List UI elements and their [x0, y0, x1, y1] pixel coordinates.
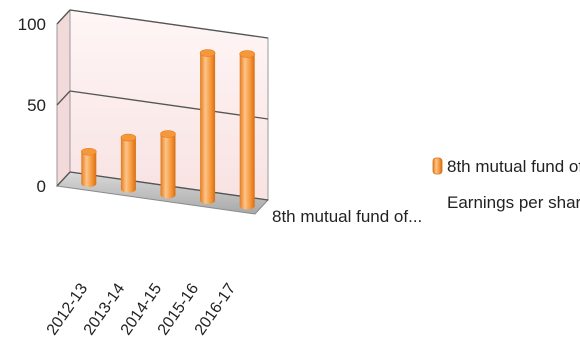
- y-axis-ticks: 0 50 100: [18, 15, 46, 196]
- legend-label-line1: 8th mutual fund of: [447, 157, 580, 176]
- gridline: [69, 9, 269, 39]
- bar-2012-13: [81, 147, 97, 188]
- gridline-side: [56, 9, 71, 25]
- bar-2016-17: [239, 50, 255, 210]
- depth-axis-label: 8th mutual fund of...: [272, 207, 422, 226]
- cylinder-cap: [160, 130, 176, 138]
- gridline: [69, 90, 269, 120]
- legend: 8th mutual fund of Earnings per share: [432, 157, 580, 212]
- y-tick-label: 0: [37, 177, 46, 196]
- cylinder-cap: [81, 147, 97, 156]
- legend-swatch: [432, 157, 443, 175]
- bar-2014-15: [160, 130, 176, 199]
- cylinder-cap: [199, 49, 216, 57]
- cylinder-cap: [239, 50, 255, 58]
- cylinder-body: [239, 54, 255, 210]
- gridline-side: [56, 171, 71, 187]
- bars: [81, 49, 255, 210]
- cylinder-body: [81, 151, 97, 188]
- cylinder-body: [200, 53, 216, 204]
- cylinder-body: [160, 134, 176, 199]
- cylinder-cap: [120, 133, 137, 142]
- bar-2015-16: [199, 49, 216, 204]
- y-tick-label: 50: [27, 96, 46, 115]
- y-tick-label: 100: [18, 15, 46, 34]
- legend-label-line2: Earnings per share: [447, 193, 580, 212]
- cylinder-body: [120, 137, 136, 193]
- gridline-side: [56, 90, 71, 106]
- bar-2013-14: [120, 133, 137, 193]
